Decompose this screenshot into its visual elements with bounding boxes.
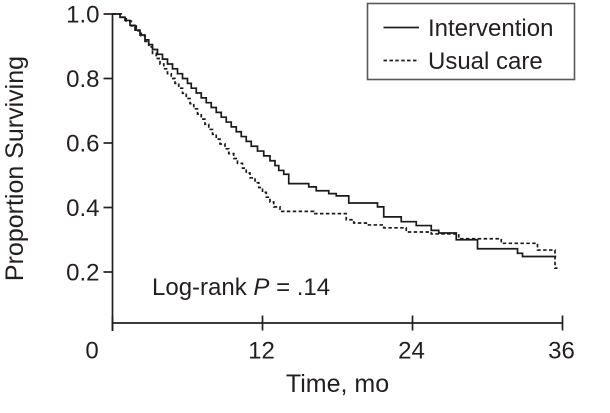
annotation-prefix: Log-rank: [152, 274, 253, 301]
y-tick-label: 1.0: [66, 2, 99, 29]
x-tick-label: 12: [248, 338, 275, 365]
x-tick-label: 0: [85, 338, 98, 365]
intervention-curve: [112, 13, 557, 258]
usual-care-curve: [112, 13, 558, 269]
annotation-italic: P: [253, 274, 269, 301]
legend-label: Usual care: [428, 48, 543, 75]
y-tick-label: 0.8: [66, 66, 99, 93]
y-tick-label: 0.6: [66, 131, 99, 158]
log-rank-annotation: Log-rank P = .14: [152, 274, 330, 301]
x-tick-label: 24: [398, 338, 425, 365]
annotation-suffix: = .14: [269, 274, 330, 301]
x-tick-label: 36: [548, 338, 575, 365]
y-tick-label: 0.4: [66, 195, 99, 222]
x-axis-title: Time, mo: [286, 370, 389, 398]
legend-label: Intervention: [428, 15, 553, 42]
legend-box: [366, 2, 576, 81]
y-tick-label: 0.2: [66, 260, 99, 287]
y-axis-title: Proportion Surviving: [1, 56, 29, 281]
